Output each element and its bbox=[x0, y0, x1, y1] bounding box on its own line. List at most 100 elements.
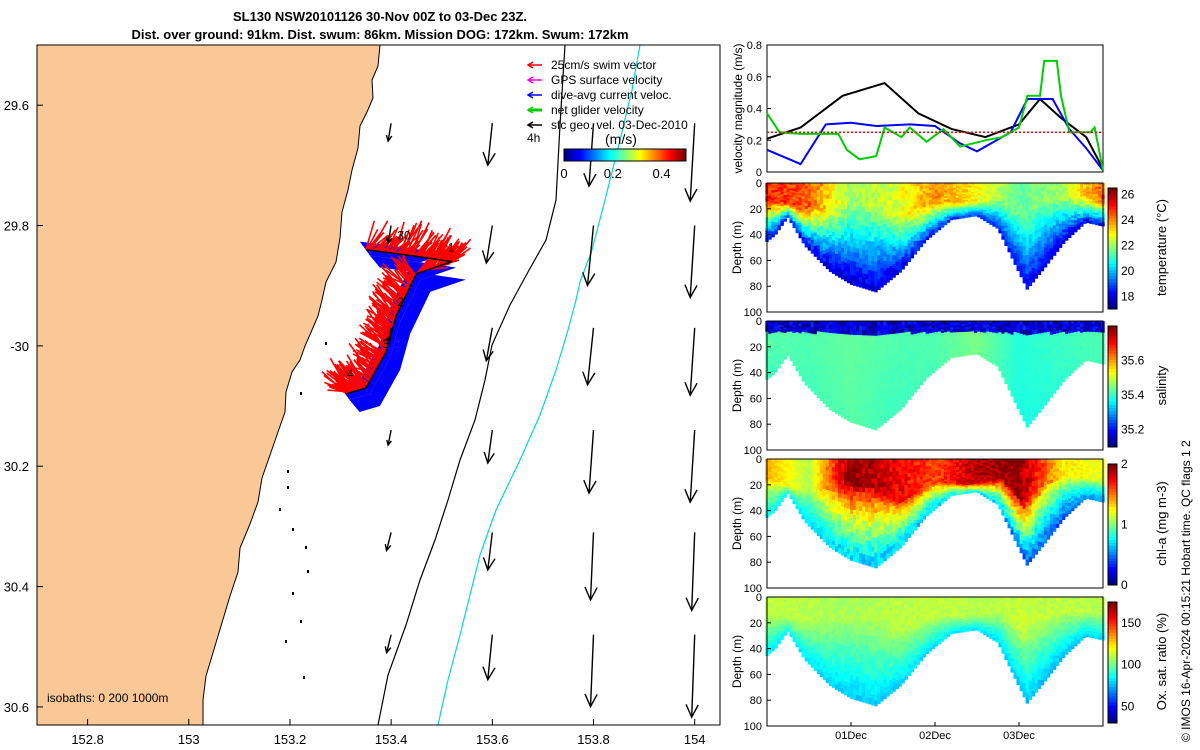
swim-vector bbox=[365, 220, 376, 250]
section-cell bbox=[771, 234, 775, 238]
section-colorbar-cell bbox=[1108, 221, 1117, 225]
day-label: 30 bbox=[397, 229, 411, 243]
arrow-head bbox=[482, 349, 494, 363]
swim-vector bbox=[378, 311, 392, 335]
arrow-shaft bbox=[387, 429, 392, 446]
section-cell bbox=[1086, 220, 1090, 224]
swim-vector bbox=[386, 226, 399, 253]
section-cell bbox=[792, 225, 796, 229]
section-cell bbox=[943, 222, 948, 226]
colorbar-cell bbox=[574, 149, 577, 161]
section-colorbar-cell bbox=[1108, 224, 1117, 228]
swim-vector bbox=[394, 268, 412, 287]
swim-vector bbox=[411, 222, 430, 257]
islet-mark bbox=[300, 392, 302, 395]
map-frame bbox=[36, 44, 721, 726]
colorbar-cell bbox=[568, 149, 571, 161]
section-cell bbox=[965, 215, 969, 218]
section-cell bbox=[995, 225, 999, 229]
colorbar-cell bbox=[612, 149, 616, 161]
swim-vector bbox=[349, 360, 363, 390]
swim-vector bbox=[346, 354, 368, 388]
colorbar-cell bbox=[564, 149, 567, 161]
section-cell bbox=[892, 410, 896, 416]
dive-avg-current-band bbox=[349, 255, 466, 412]
section-cell bbox=[783, 356, 787, 360]
arrow-head bbox=[584, 693, 598, 709]
section-colorbar-tick-label: 26 bbox=[1121, 187, 1135, 201]
swim-vector bbox=[427, 251, 448, 271]
section-cell bbox=[931, 369, 936, 374]
arrow-shaft bbox=[487, 123, 493, 166]
colorbar-cell bbox=[647, 149, 650, 161]
colorbar-cell bbox=[602, 149, 606, 161]
arrow-head bbox=[386, 439, 392, 447]
arrow-shaft bbox=[588, 430, 595, 494]
section-cell bbox=[910, 392, 914, 397]
section-cell bbox=[937, 365, 942, 369]
section-cell bbox=[865, 421, 869, 428]
section-cell bbox=[904, 261, 908, 266]
y-tick-label: 29.8 bbox=[4, 219, 29, 234]
arrow-shaft bbox=[487, 532, 493, 570]
depth-tick-label: 80 bbox=[750, 281, 762, 293]
section-cell bbox=[998, 368, 1002, 372]
swim-vector bbox=[321, 371, 348, 395]
section-cell bbox=[883, 279, 887, 286]
legend-entry: dive-avg current veloc. bbox=[526, 88, 672, 102]
section-cell bbox=[798, 372, 802, 377]
colorbar-cell bbox=[679, 149, 683, 161]
vel-y-tick-label: 0.6 bbox=[747, 72, 762, 84]
colorbar-cell bbox=[649, 149, 652, 161]
section-cell bbox=[804, 381, 809, 386]
legend-label: sfc geo. vel. 03-Dec-2010 bbox=[551, 118, 688, 132]
x-tick-label: 153 bbox=[178, 732, 200, 747]
vel-y-tick-label: 0.2 bbox=[747, 135, 762, 147]
colorbar-cell bbox=[578, 149, 581, 161]
section-cell bbox=[940, 224, 945, 228]
section-cell bbox=[1004, 380, 1008, 384]
arrow-head bbox=[481, 250, 495, 265]
section-cell bbox=[980, 354, 984, 358]
section-cell bbox=[1013, 260, 1017, 265]
geo-velocity-arrow bbox=[685, 634, 699, 719]
colorbar-cell bbox=[673, 149, 677, 161]
section-cell bbox=[780, 223, 784, 226]
dive-avg-current-band-upper bbox=[339, 241, 456, 400]
colorbar-cell bbox=[625, 149, 628, 161]
vel-y-axis-label: velocity magnitude (m/s) bbox=[731, 43, 745, 173]
colorbar-cell bbox=[659, 149, 663, 161]
colorbar-cell bbox=[684, 149, 687, 161]
section-cell bbox=[889, 274, 893, 281]
section-cell bbox=[868, 422, 872, 429]
colorbar-cell bbox=[590, 149, 593, 161]
section-cell bbox=[1040, 266, 1045, 272]
swim-vector bbox=[369, 342, 384, 359]
section-cell bbox=[977, 214, 981, 218]
arrow-shaft bbox=[387, 327, 392, 343]
section-cell bbox=[992, 361, 996, 365]
section-cell bbox=[777, 227, 781, 231]
section-cell bbox=[1028, 280, 1033, 287]
swim-vector bbox=[337, 370, 351, 394]
section-cell bbox=[825, 402, 830, 408]
swim-vector bbox=[404, 220, 423, 256]
section-cell bbox=[989, 222, 993, 225]
section-cell bbox=[904, 399, 908, 404]
section-cell bbox=[831, 406, 836, 412]
geo-velocity-arrow bbox=[684, 225, 698, 300]
colorbar-cell bbox=[566, 149, 569, 161]
section-cell bbox=[859, 281, 863, 288]
swim-vector bbox=[346, 365, 362, 391]
vel-y-tick-label: 0.8 bbox=[747, 40, 762, 52]
isobaths-label: isobaths: 0 200 1000m bbox=[47, 691, 168, 705]
islet-mark bbox=[285, 640, 287, 643]
geo-velocity-arrow bbox=[386, 429, 392, 447]
y-tick-label: 30.6 bbox=[4, 700, 29, 715]
section-colorbar-cell bbox=[1108, 218, 1117, 222]
arrow-shaft bbox=[487, 430, 493, 464]
colorbar-frame bbox=[563, 148, 687, 162]
legend-4h-label: 4h bbox=[527, 131, 540, 145]
section-colorbar-cell bbox=[1108, 194, 1117, 198]
section-cell bbox=[962, 215, 966, 219]
